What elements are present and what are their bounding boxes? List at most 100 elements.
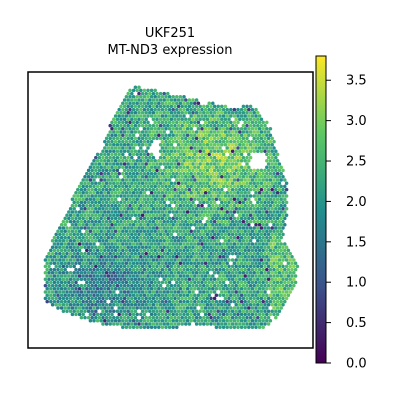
expression-spot (122, 200, 127, 205)
expression-spot (157, 171, 161, 176)
expression-spot (236, 146, 240, 150)
expression-spot (148, 283, 152, 288)
expression-spot (279, 197, 283, 201)
expression-spot (214, 171, 219, 176)
expression-spot (200, 261, 204, 265)
expression-spot (166, 187, 170, 192)
expression-spot (216, 168, 220, 173)
expression-spot (169, 271, 174, 275)
expression-spot (205, 117, 210, 121)
expression-spot (97, 194, 102, 198)
expression-spot (146, 95, 150, 99)
expression-spot (230, 219, 235, 224)
expression-spot (148, 104, 152, 109)
expression-spot (257, 261, 262, 265)
expression-spot (272, 223, 276, 227)
expression-spot (234, 296, 238, 301)
expression-spot (252, 271, 256, 275)
expression-spot (166, 226, 170, 230)
expression-spot (122, 155, 127, 160)
expression-spot (214, 223, 219, 227)
expression-spot (247, 133, 251, 137)
expression-spot (112, 239, 116, 243)
expression-spot (160, 235, 165, 240)
expression-spot (158, 226, 163, 230)
expression-spot (133, 123, 138, 128)
expression-spot (277, 232, 282, 237)
expression-spot (236, 280, 240, 285)
expression-spot (254, 293, 258, 297)
expression-spot (106, 165, 111, 169)
expression-spot (176, 187, 181, 192)
expression-spot (176, 239, 181, 243)
expression-spot (225, 223, 229, 227)
expression-spot (198, 239, 202, 243)
expression-spot (254, 114, 258, 118)
expression-spot (164, 306, 168, 310)
expression-spot (268, 255, 273, 259)
expression-spot (148, 200, 152, 205)
expression-spot (158, 232, 163, 237)
expression-spot (149, 242, 154, 246)
expression-spot (230, 315, 235, 320)
expression-spot (236, 267, 240, 272)
expression-spot (241, 207, 246, 211)
expression-spot (283, 223, 287, 227)
expression-spot (191, 143, 195, 147)
expression-spot (92, 319, 96, 323)
expression-spot (248, 155, 253, 160)
expression-spot (254, 235, 258, 240)
expression-spot (119, 226, 123, 230)
expression-spot (211, 280, 215, 285)
expression-spot (121, 133, 125, 137)
expression-spot (135, 88, 139, 93)
expression-spot (270, 168, 274, 173)
expression-spot (194, 130, 199, 134)
expression-spot (254, 274, 258, 278)
expression-spot (135, 312, 139, 317)
expression-spot (175, 127, 179, 131)
expression-spot (135, 261, 139, 265)
expression-spot (232, 184, 237, 189)
expression-spot (198, 200, 202, 205)
expression-spot (110, 280, 114, 285)
expression-spot (256, 245, 260, 249)
expression-spot (254, 242, 258, 246)
expression-spot (117, 184, 121, 189)
expression-spot (166, 277, 170, 281)
expression-spot (171, 107, 175, 112)
expression-spot (171, 306, 175, 310)
expression-spot (158, 104, 163, 109)
expression-spot (90, 219, 94, 224)
expression-spot (119, 143, 123, 147)
expression-spot (72, 245, 76, 249)
expression-spot (221, 197, 226, 201)
expression-spot (243, 261, 247, 265)
expression-spot (79, 232, 84, 237)
expression-spot (261, 267, 265, 272)
expression-spot (162, 258, 166, 262)
expression-spot (268, 229, 273, 233)
expression-spot (162, 226, 166, 230)
expression-spot (257, 133, 262, 137)
expression-spot (108, 213, 112, 217)
expression-spot (223, 232, 228, 237)
expression-spot (117, 191, 121, 195)
expression-spot (207, 178, 211, 182)
expression-spot (252, 136, 256, 141)
expression-spot (151, 187, 156, 192)
expression-spot (187, 187, 192, 192)
expression-spot (137, 194, 141, 198)
expression-spot (225, 120, 229, 125)
expression-spot (221, 203, 226, 208)
expression-spot (193, 197, 197, 201)
expression-spot (216, 149, 220, 153)
expression-spot (86, 207, 91, 211)
expression-spot (196, 171, 201, 176)
expression-spot (281, 264, 285, 269)
expression-spot (227, 187, 231, 192)
expression-spot (133, 149, 138, 153)
expression-spot (209, 213, 213, 217)
expression-spot (229, 267, 233, 272)
expression-spot (115, 175, 120, 179)
